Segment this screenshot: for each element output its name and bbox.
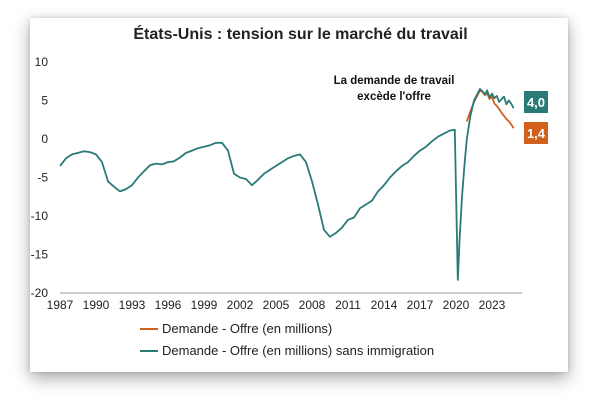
x-tick-label: 2005 (263, 298, 290, 312)
x-tick-label: 1990 (83, 298, 110, 312)
y-tick-label: -10 (31, 209, 49, 223)
y-tick-label: 0 (41, 132, 48, 146)
chart-title: États-Unis : tension sur le marché du tr… (133, 26, 468, 43)
x-tick-label: 2020 (443, 298, 470, 312)
chart-card (30, 18, 568, 372)
legend-label: Demande - Offre (en millions) sans immig… (162, 343, 434, 358)
x-tick-label: 2008 (299, 298, 326, 312)
x-tick-label: 2017 (407, 298, 434, 312)
x-tick-label: 1987 (47, 298, 74, 312)
x-tick-label: 2002 (227, 298, 254, 312)
x-tick-label: 1996 (155, 298, 182, 312)
annotation: La demande de travail excède l'offre (334, 75, 455, 103)
end-label-value: 4,0 (527, 95, 545, 110)
y-tick-label: -15 (31, 248, 49, 262)
y-tick-label: -20 (31, 286, 49, 300)
end-label-box (524, 91, 548, 113)
series-line-2 (59, 88, 515, 281)
series-lines (59, 88, 515, 281)
y-tick-label: -5 (37, 171, 48, 185)
annotation-line: La demande de travail (334, 75, 455, 87)
x-tick-label: 1999 (191, 298, 218, 312)
end-label-value: 1,4 (527, 126, 546, 141)
x-tick-label: 2011 (335, 298, 361, 312)
y-tick-label: 10 (35, 55, 49, 69)
y-tick-label: 5 (41, 94, 48, 108)
x-axis-ticks: 1987 1990 1993 1996 1999 2002 2005 2008 2011 2014… (47, 298, 506, 312)
end-label-box (524, 122, 548, 144)
x-tick-label: 2014 (371, 298, 398, 312)
legend: Demande - Offre (en millions) Demande - O… (140, 321, 434, 358)
x-tick-label: 2023 (479, 298, 506, 312)
annotation-line: excède l'offre (357, 91, 431, 103)
end-labels: 4,0 1,4 (524, 91, 548, 144)
y-axis-ticks: 10 5 0 -5 -10 -15 -20 (31, 55, 49, 300)
legend-label: Demande - Offre (en millions) (162, 321, 332, 336)
x-tick-label: 1993 (119, 298, 146, 312)
